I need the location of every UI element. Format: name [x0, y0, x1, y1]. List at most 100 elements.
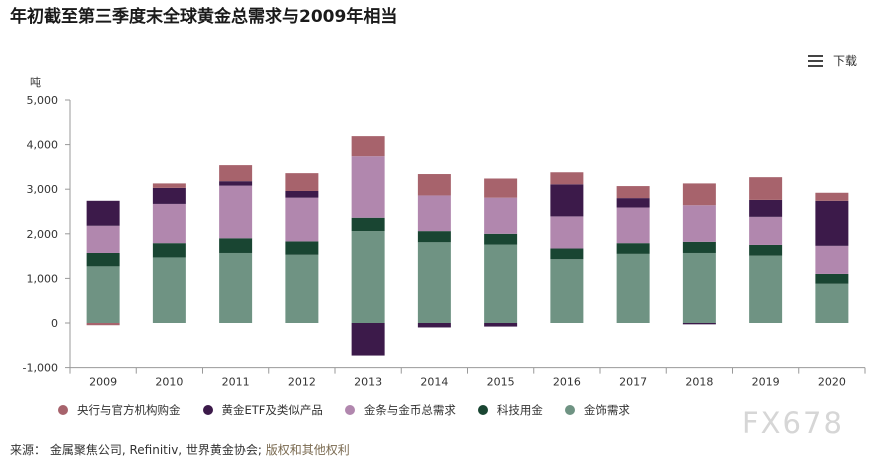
bar-segment[interactable]: [417, 195, 451, 232]
bar-segment[interactable]: [152, 203, 186, 244]
bar-segment[interactable]: [152, 187, 186, 204]
bar-segment[interactable]: [815, 273, 849, 284]
x-tick-label: 2010: [155, 376, 183, 389]
download-button[interactable]: 下载: [808, 52, 857, 69]
legend-item[interactable]: 央行与官方机构购金: [58, 402, 181, 418]
bar-segment[interactable]: [417, 323, 451, 328]
bar-segment[interactable]: [152, 183, 186, 188]
bar-segment[interactable]: [815, 192, 849, 201]
bar-segment[interactable]: [417, 242, 451, 323]
x-tick-label: 2009: [89, 376, 117, 389]
bar-segment[interactable]: [219, 181, 253, 186]
bar-segment[interactable]: [682, 252, 716, 323]
legend-item[interactable]: 黄金ETF及类似产品: [202, 402, 323, 418]
bar-segment[interactable]: [550, 184, 584, 217]
x-tick-label: 2011: [222, 376, 250, 389]
bar-segment[interactable]: [484, 178, 518, 198]
bar-segment[interactable]: [550, 216, 584, 249]
source-text: 金属聚焦公司, Refinitiv, 世界黄金协会;: [49, 443, 262, 457]
legend-marker: [58, 405, 68, 415]
bar-segment[interactable]: [682, 205, 716, 242]
y-tick-label: 1,000: [27, 272, 59, 285]
bar-segment[interactable]: [749, 244, 783, 256]
legend-item[interactable]: 科技用金: [477, 402, 543, 418]
legend-label: 金条与金币总需求: [363, 403, 456, 417]
bar-segment[interactable]: [219, 252, 253, 323]
bar-segment[interactable]: [86, 252, 120, 267]
bar-segment[interactable]: [86, 200, 120, 226]
bar-segment[interactable]: [351, 231, 385, 323]
bar-segment[interactable]: [351, 156, 385, 218]
bar-segment[interactable]: [285, 173, 319, 191]
bar-segment[interactable]: [86, 225, 120, 253]
bar-segment[interactable]: [484, 244, 518, 323]
legend-marker: [477, 405, 488, 415]
bar-segment[interactable]: [484, 197, 518, 234]
bar-segment[interactable]: [682, 183, 716, 206]
bar-segment[interactable]: [550, 248, 584, 260]
chart-legend: 央行与官方机构购金 黄金ETF及类似产品 金条与金币总需求 科技用金 金饰需求: [58, 402, 652, 418]
x-tick-label: 2013: [354, 376, 382, 389]
y-tick-label: 4,000: [27, 139, 59, 152]
bar-segment[interactable]: [484, 323, 518, 327]
bar-segment[interactable]: [815, 200, 849, 246]
x-tick-label: 2018: [685, 376, 713, 389]
chart-plot: 吨 -1,000 0 1,000 2,000 3,000 4,000 5,000 2009 2…: [23, 76, 866, 389]
y-tick-label: 3,000: [27, 183, 59, 196]
bar-segment[interactable]: [749, 216, 783, 245]
x-tick-label: 2019: [752, 376, 780, 389]
legend-item[interactable]: 金饰需求: [564, 402, 630, 418]
legend-label: 金饰需求: [583, 403, 630, 417]
bar-segment[interactable]: [682, 241, 716, 253]
bar-segment[interactable]: [285, 197, 319, 242]
rights-link[interactable]: 版权和其他权利: [265, 443, 350, 457]
bar-segment[interactable]: [152, 257, 186, 323]
legend-marker: [564, 405, 575, 415]
bar-segment[interactable]: [749, 199, 783, 217]
bar-segment[interactable]: [285, 254, 319, 323]
bar-segment[interactable]: [152, 243, 186, 258]
bar-segment[interactable]: [86, 266, 120, 323]
legend-marker: [344, 405, 355, 415]
y-tick-label: 2,000: [27, 228, 59, 241]
bar-segment[interactable]: [351, 217, 385, 232]
x-tick-label: 2015: [487, 376, 515, 389]
bar-segment[interactable]: [219, 165, 253, 182]
bar-segment[interactable]: [749, 177, 783, 200]
bar-segment[interactable]: [417, 174, 451, 196]
bar-segment[interactable]: [616, 243, 650, 254]
legend-label: 科技用金: [496, 403, 543, 417]
bar-segment[interactable]: [285, 190, 319, 198]
x-tick-label: 2020: [818, 376, 846, 389]
menu-icon: [808, 54, 823, 67]
bar-segment[interactable]: [815, 283, 849, 323]
bar-segment[interactable]: [616, 207, 650, 244]
bar-segment[interactable]: [484, 233, 518, 245]
bar-segment[interactable]: [815, 245, 849, 274]
bar-segment[interactable]: [219, 185, 253, 239]
bar-segment[interactable]: [86, 323, 120, 326]
x-tick-label: 2012: [288, 376, 316, 389]
chart-title: 年初截至第三季度末全球黄金总需求与2009年相当: [10, 7, 398, 27]
download-label: 下载: [833, 54, 858, 68]
bar-segment[interactable]: [682, 323, 716, 325]
bar-segment[interactable]: [550, 259, 584, 323]
bar-segment[interactable]: [351, 323, 385, 356]
bar-segment[interactable]: [550, 172, 584, 185]
bar-segment[interactable]: [285, 241, 319, 255]
source-prefix: 来源：: [10, 443, 47, 457]
bar-segment[interactable]: [616, 198, 650, 208]
y-tick-label: 5,000: [27, 94, 59, 107]
x-tick-label: 2016: [553, 376, 581, 389]
y-tick-label: -1,000: [23, 362, 58, 375]
bar-segment[interactable]: [616, 186, 650, 199]
legend-item[interactable]: 金条与金币总需求: [344, 402, 456, 418]
bar-segment[interactable]: [219, 238, 253, 253]
bar-segment[interactable]: [749, 255, 783, 323]
bar-segment[interactable]: [616, 253, 650, 323]
bar-segment[interactable]: [351, 136, 385, 157]
y-tick-label: 0: [51, 317, 58, 330]
bar-segment[interactable]: [417, 231, 451, 243]
y-axis-unit: 吨: [30, 76, 41, 89]
legend-label: 央行与官方机构购金: [77, 403, 181, 417]
